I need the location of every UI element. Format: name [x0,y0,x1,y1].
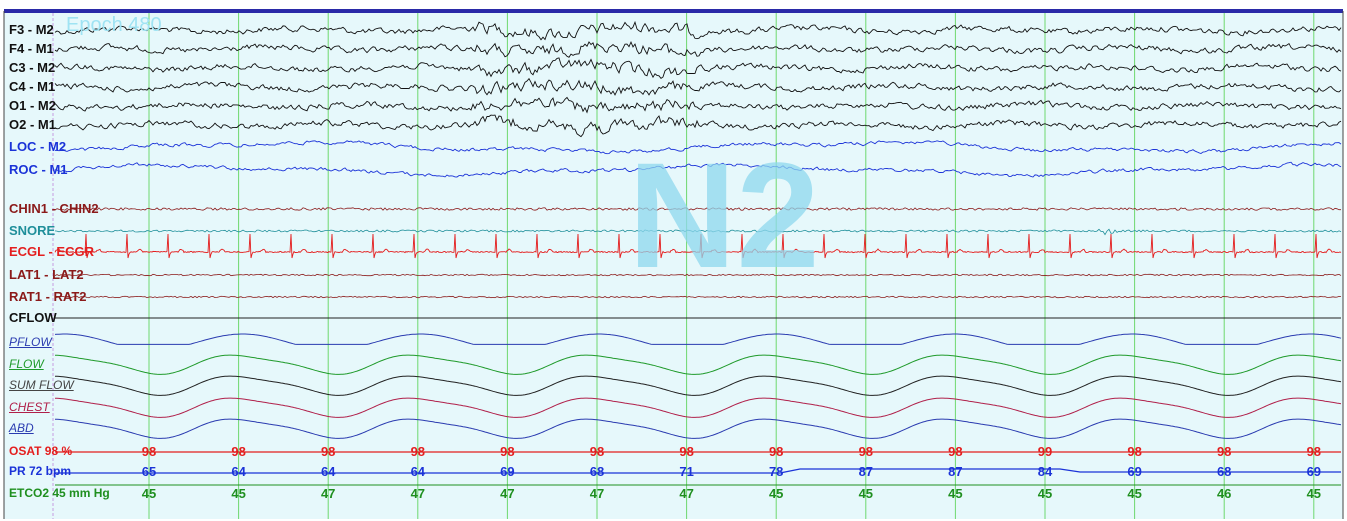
chin-trace [54,207,1341,211]
header-bar [4,9,1343,13]
pr-trace [55,468,1341,474]
osat-value: 98 [1127,444,1142,459]
eeg-trace [54,114,1342,138]
osat-value: 98 [948,444,963,459]
channel-label[interactable]: F4 - M1 [9,41,54,56]
osat-value: 98 [858,444,874,459]
osat-value: 98 [589,444,605,459]
channel-label[interactable]: C3 - M2 [9,60,56,75]
pr-value: 64 [320,464,336,479]
etco2-value: 45 [141,486,157,501]
osat-value: 98 [679,444,694,459]
osat-value: 98 [768,444,784,459]
channel-label[interactable]: CFLOW [9,310,57,325]
epoch-label: Epoch 480 [66,14,162,36]
etco2-value: 47 [320,486,336,501]
flow-pflow-trace [54,333,1342,345]
ecg-trace [54,233,1342,259]
pr-value: 69 [500,464,515,479]
channel-label[interactable]: LAT1 - LAT2 [9,267,84,282]
etco2-value: 45 [1127,486,1142,501]
osat-value: 98 [320,444,336,459]
etco2-value: 47 [500,486,515,501]
etco2-value: 46 [1216,486,1232,501]
pr-value: 68 [1216,464,1232,479]
chest-trace [54,397,1342,418]
eeg-trace [54,57,1342,80]
pr-value: 71 [679,464,694,479]
leg-emg-trace [54,273,1342,277]
pr-value: 68 [589,464,605,479]
flow-flow-trace [54,354,1342,375]
eog-trace [54,161,1342,178]
etco2-value: 47 [679,486,694,501]
eeg-trace [54,40,1342,58]
channel-label[interactable]: CHEST [9,400,50,414]
abd-trace [54,418,1342,439]
eeg-trace [54,77,1342,96]
eeg-trace [54,20,1342,41]
channel-label[interactable]: ABD [9,421,34,435]
channel-label[interactable]: CHIN1 - CHIN2 [9,201,99,216]
etco2-value: 45 [1306,486,1322,501]
pr-value: 64 [231,464,246,479]
channel-label[interactable]: F3 - M2 [9,22,54,37]
pr-value: 87 [858,464,874,479]
eog-trace [54,140,1342,155]
channel-label[interactable]: O2 - M1 [9,117,56,132]
pr-channel-label[interactable]: PR 72 bpm [9,464,72,478]
channel-label[interactable]: ROC - M1 [9,162,68,177]
pr-value: 87 [948,464,963,479]
etco2-value: 45 [1037,486,1053,501]
etco2-value: 45 [948,486,963,501]
etco2-value: 45 [858,486,874,501]
pr-value: 69 [1127,464,1142,479]
osat-value: 99 [1037,444,1053,459]
osat-value: 98 [141,444,157,459]
eeg-trace [54,96,1342,114]
channel-label[interactable]: SNORE [9,223,56,238]
osat-value: 98 [410,444,426,459]
channel-label[interactable]: SUM FLOW [9,378,74,392]
pr-value: 69 [1306,464,1322,479]
leg-emg-trace [54,295,1342,299]
osat-value: 98 [231,444,246,459]
sleep-stage-watermark: N2 [628,131,820,299]
osat-value: 98 [1216,444,1232,459]
etco2-value: 45 [231,486,246,501]
channel-label[interactable]: LOC - M2 [9,139,67,154]
etco2-value: 47 [589,486,605,501]
channel-label[interactable]: PFLOW [9,335,52,349]
pr-value: 65 [141,464,157,479]
osat-value: 98 [1306,444,1322,459]
plot-background [4,11,1343,519]
flow-sum-trace [54,375,1342,396]
pr-value: 64 [410,464,426,479]
osat-value: 98 [500,444,515,459]
snore-trace [54,228,1342,236]
etco2-channel-label[interactable]: ETCO2 45 mm Hg [9,486,110,500]
channel-label[interactable]: ECGL - ECGR [9,244,94,259]
etco2-value: 45 [768,486,784,501]
pr-value: 78 [768,464,784,479]
channel-label[interactable]: C4 - M1 [9,79,56,94]
etco2-value: 47 [410,486,426,501]
pr-value: 84 [1037,464,1053,479]
osat-channel-label[interactable]: OSAT 98 % [9,444,73,458]
channel-label[interactable]: RAT1 - RAT2 [9,289,87,304]
channel-label[interactable]: FLOW [9,357,44,371]
channel-label[interactable]: O1 - M2 [9,98,56,113]
